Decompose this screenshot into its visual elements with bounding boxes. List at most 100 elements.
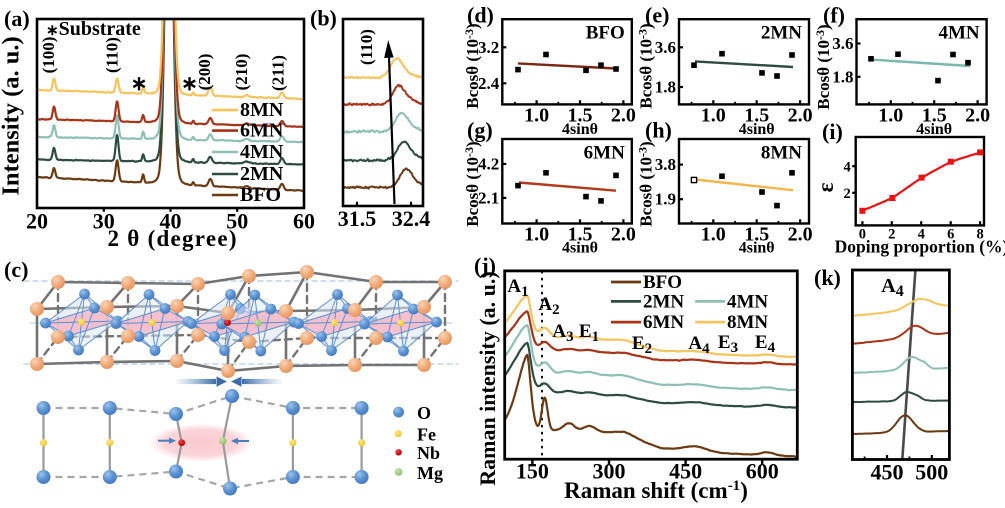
svg-text:Bcosθ (10-3): Bcosθ (10-3) — [636, 141, 656, 226]
svg-text:31.5: 31.5 — [338, 206, 377, 231]
svg-text:3.8: 3.8 — [655, 155, 676, 174]
svg-text:300: 300 — [593, 459, 626, 484]
svg-text:(200): (200) — [195, 54, 214, 91]
svg-text:(a): (a) — [4, 6, 30, 31]
svg-text:20: 20 — [26, 209, 48, 234]
svg-text:1.8: 1.8 — [832, 67, 853, 86]
svg-text:2MN: 2MN — [761, 23, 802, 44]
svg-text:1.0: 1.0 — [524, 224, 549, 246]
svg-text:450: 450 — [871, 460, 904, 485]
svg-text:8MN: 8MN — [240, 99, 284, 121]
svg-text:2.0: 2.0 — [788, 104, 813, 126]
svg-text:2: 2 — [843, 186, 850, 202]
svg-text:BFO: BFO — [586, 23, 625, 44]
svg-text:1.5: 1.5 — [744, 104, 769, 126]
svg-text:1.0: 1.0 — [878, 104, 903, 126]
svg-text:2.0: 2.0 — [611, 224, 636, 246]
svg-text:6: 6 — [947, 227, 954, 243]
svg-text:32.4: 32.4 — [392, 206, 431, 231]
svg-text:50: 50 — [226, 209, 248, 234]
svg-text:Bcosθ (10-3): Bcosθ (10-3) — [462, 141, 482, 226]
svg-text:150: 150 — [516, 459, 549, 484]
svg-text:6MN: 6MN — [240, 119, 284, 141]
svg-text:2.0: 2.0 — [965, 104, 990, 126]
svg-text:Raman shift (cm-1): Raman shift (cm-1) — [564, 478, 748, 503]
svg-text:(d): (d) — [467, 3, 494, 28]
svg-text:4MN: 4MN — [938, 23, 979, 44]
svg-text:Doping proportion (%): Doping proportion (%) — [835, 237, 1005, 257]
svg-text:6MN: 6MN — [643, 312, 684, 333]
svg-text:600: 600 — [746, 459, 779, 484]
svg-text:3.6: 3.6 — [832, 34, 853, 53]
svg-text:1.5: 1.5 — [568, 224, 593, 246]
svg-text:3.6: 3.6 — [655, 38, 676, 57]
svg-text:1.9: 1.9 — [655, 190, 676, 209]
svg-text:Nb: Nb — [417, 443, 440, 463]
svg-text:(110): (110) — [357, 29, 376, 65]
svg-text:1.0: 1.0 — [701, 104, 726, 126]
svg-text:(c): (c) — [4, 257, 28, 282]
svg-text:1.5: 1.5 — [922, 104, 947, 126]
svg-text:6MN: 6MN — [584, 143, 625, 164]
svg-text:Fe: Fe — [417, 425, 436, 445]
svg-text:4MN: 4MN — [240, 141, 284, 163]
svg-text:(j): (j) — [474, 253, 496, 278]
svg-text:Mg: Mg — [417, 463, 443, 483]
svg-text:Bcosθ (10-3): Bcosθ (10-3) — [813, 24, 833, 109]
svg-text:∗: ∗ — [181, 73, 198, 95]
svg-text:(i): (i) — [822, 119, 843, 144]
svg-text:2.1: 2.1 — [478, 188, 499, 207]
svg-text:2.0: 2.0 — [788, 224, 813, 246]
svg-text:450: 450 — [669, 459, 702, 484]
svg-text:∗Substrate: ∗Substrate — [46, 18, 141, 40]
svg-text:4.2: 4.2 — [478, 154, 499, 173]
svg-text:4sinθ: 4sinθ — [916, 121, 952, 138]
svg-text:500: 500 — [915, 460, 948, 485]
svg-text:1.8: 1.8 — [655, 78, 676, 97]
svg-text:Raman intensity (a. u.): Raman intensity (a. u.) — [475, 271, 500, 486]
svg-text:(f): (f) — [823, 3, 845, 28]
svg-text:4: 4 — [918, 227, 925, 243]
svg-text:2MN: 2MN — [240, 163, 284, 185]
svg-text:2.4: 2.4 — [478, 74, 500, 93]
svg-text:4sinθ: 4sinθ — [562, 240, 598, 257]
svg-text:Bcosθ (10-3): Bcosθ (10-3) — [462, 23, 482, 108]
svg-text:(110): (110) — [103, 37, 122, 73]
svg-text:8MN: 8MN — [727, 312, 768, 333]
svg-text:1.5: 1.5 — [568, 104, 593, 126]
svg-text:4sinθ: 4sinθ — [562, 121, 598, 138]
svg-text:4sinθ: 4sinθ — [739, 121, 775, 138]
svg-text:ε: ε — [813, 182, 838, 192]
svg-text:8MN: 8MN — [761, 143, 802, 164]
svg-text:8: 8 — [976, 227, 983, 243]
svg-text:(100): (100) — [39, 37, 58, 74]
svg-text:2 θ (degree): 2 θ (degree) — [108, 226, 237, 251]
svg-text:(210): (210) — [232, 54, 251, 91]
svg-text:(k): (k) — [814, 265, 841, 290]
svg-text:0: 0 — [859, 227, 866, 243]
svg-text:Intensity (a. u.): Intensity (a. u.) — [0, 36, 25, 195]
svg-text:4: 4 — [843, 160, 850, 176]
svg-text:40: 40 — [160, 209, 182, 234]
svg-text:(e): (e) — [645, 3, 669, 28]
svg-text:4MN: 4MN — [727, 291, 768, 312]
svg-text:4sinθ: 4sinθ — [739, 240, 775, 257]
svg-text:3.2: 3.2 — [478, 38, 499, 57]
svg-text:O: O — [417, 403, 431, 423]
svg-text:2.0: 2.0 — [611, 104, 636, 126]
svg-text:BFO: BFO — [240, 184, 281, 206]
svg-text:1.5: 1.5 — [744, 224, 769, 246]
svg-text:∗: ∗ — [131, 73, 148, 95]
svg-text:(g): (g) — [467, 118, 493, 143]
svg-text:(211): (211) — [269, 55, 288, 91]
svg-text:2: 2 — [888, 227, 895, 243]
svg-text:2MN: 2MN — [643, 291, 684, 312]
svg-text:1.0: 1.0 — [524, 104, 549, 126]
svg-text:Bcosθ (10-3): Bcosθ (10-3) — [636, 23, 656, 108]
svg-text:30: 30 — [93, 209, 115, 234]
svg-text:1.0: 1.0 — [701, 224, 726, 246]
svg-text:(b): (b) — [310, 6, 337, 31]
svg-text:(h): (h) — [645, 118, 672, 143]
svg-text:60: 60 — [293, 209, 315, 234]
svg-text:BFO: BFO — [643, 272, 682, 293]
